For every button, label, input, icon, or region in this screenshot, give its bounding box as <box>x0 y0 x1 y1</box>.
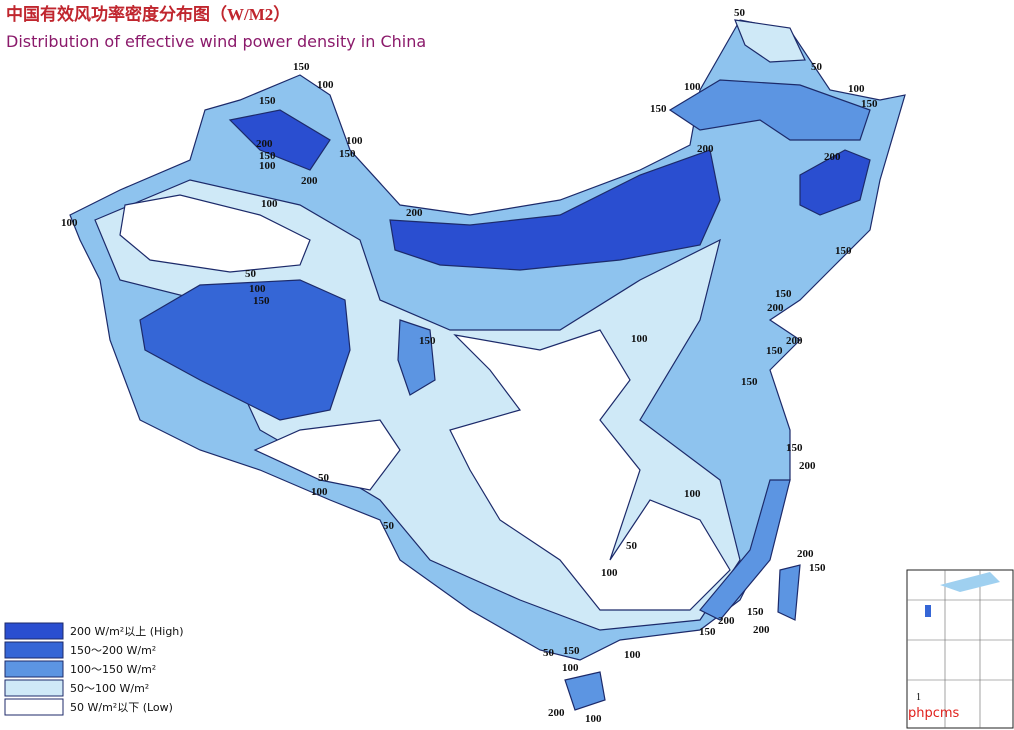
contour-label: 100 <box>585 713 602 725</box>
contour-label: 200 <box>786 335 803 347</box>
contour-label: 150 <box>775 288 792 300</box>
contour-label: 50 <box>626 540 638 552</box>
contour-label: 150 <box>699 626 716 638</box>
legend-swatch <box>4 622 64 640</box>
contour-label: 100 <box>346 135 363 147</box>
contour-label: 200 <box>548 707 565 719</box>
contour-label: 150 <box>861 98 878 110</box>
legend-swatch <box>4 679 64 697</box>
contour-label: 150 <box>339 148 356 160</box>
contour-label: 100 <box>684 488 701 500</box>
contour-label: 100 <box>249 283 266 295</box>
map-regions <box>69 19 906 711</box>
contour-label: 150 <box>563 645 580 657</box>
contour-label: 50 <box>734 7 746 19</box>
contour-label: 100 <box>684 81 701 93</box>
legend-label: 50～100 W/m² <box>70 682 149 695</box>
contour-label: 100 <box>848 83 865 95</box>
high-zone <box>799 149 871 216</box>
light-zone <box>734 19 806 63</box>
contour-label: 200 <box>797 548 814 560</box>
contour-label: 150 <box>786 442 803 454</box>
inset-label: 1 <box>916 692 921 703</box>
contour-label: 200 <box>256 138 273 150</box>
contour-label: 150 <box>766 345 783 357</box>
legend-label: 50 W/m²以下 (Low) <box>70 701 173 714</box>
contour-label: 200 <box>697 143 714 155</box>
low-zone <box>253 419 401 491</box>
mid-zone <box>699 479 791 621</box>
contour-label: 100 <box>624 649 641 661</box>
contour-label: 50 <box>245 268 257 280</box>
high-zone <box>228 109 331 171</box>
contour-label: 200 <box>799 460 816 472</box>
contour-label: 150 <box>809 562 826 574</box>
legend-label: 100～150 W/m² <box>70 663 156 676</box>
contour-label: 150 <box>419 335 436 347</box>
contour-label: 200 <box>301 175 318 187</box>
contour-label: 150 <box>835 245 852 257</box>
contour-label: 150 <box>741 376 758 388</box>
mid-zone <box>668 79 871 141</box>
contour-label: 200 <box>824 151 841 163</box>
mid-zone <box>777 564 801 621</box>
legend-label: 200 W/m²以上 (High) <box>70 625 184 638</box>
low-zone <box>119 194 311 273</box>
contour-label: 150 <box>293 61 310 73</box>
contour-label: 100 <box>311 486 328 498</box>
inset-frame <box>906 569 1014 729</box>
contour-label: 150 <box>259 95 276 107</box>
legend-swatch <box>4 641 64 659</box>
low-zone <box>449 329 731 611</box>
contour-label: 150 <box>650 103 667 115</box>
contour-label: 50 <box>811 61 823 73</box>
legend <box>4 622 64 716</box>
contour-label: 50 <box>383 520 395 532</box>
high-zone <box>389 149 721 271</box>
contour-label: 100 <box>631 333 648 345</box>
legend-label: 150～200 W/m² <box>70 644 156 657</box>
high-zone <box>139 279 351 421</box>
inset-coast <box>940 572 1000 592</box>
contour-label: 100 <box>317 79 334 91</box>
contour-label: 100 <box>562 662 579 674</box>
contour-label: 50 <box>318 472 330 484</box>
hainan <box>564 671 606 711</box>
contour-label: 200 <box>406 207 423 219</box>
contour-label: 100 <box>61 217 78 229</box>
watermark: phpcms <box>908 706 960 721</box>
contour-label: 100 <box>601 567 618 579</box>
contour-label: 200 <box>753 624 770 636</box>
legend-swatch <box>4 660 64 678</box>
contour-label: 100 <box>259 160 276 172</box>
contour-label: 200 <box>718 615 735 627</box>
inset-grid <box>907 570 1013 728</box>
legend-swatch <box>4 698 64 716</box>
title: 中国有效风功率密度分布图（W/M2） <box>6 4 290 24</box>
subtitle: Distribution of effective wind power den… <box>6 32 426 51</box>
inset-island <box>925 605 931 617</box>
contour-label: 200 <box>767 302 784 314</box>
contour-label: 150 <box>259 150 276 162</box>
mid-zone <box>397 319 436 396</box>
inset: 1 <box>906 569 1014 729</box>
contour-label: 100 <box>261 198 278 210</box>
contour-label: 150 <box>253 295 270 307</box>
contour-label: 50 <box>543 647 555 659</box>
contour-label: 150 <box>747 606 764 618</box>
